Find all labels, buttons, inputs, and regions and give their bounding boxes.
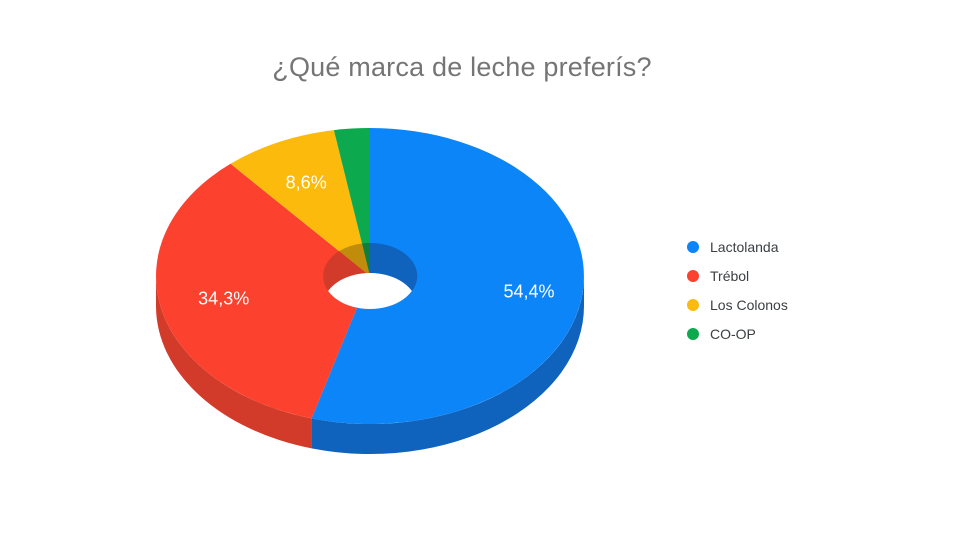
legend-label: Los Colonos (710, 296, 788, 313)
pie-inner-wall-los-colonos (339, 243, 370, 276)
legend-item-los-colonos: Los Colonos (687, 290, 788, 319)
legend-marker (687, 240, 699, 253)
donut-hole (323, 273, 417, 309)
chart-title: ¿Qué marca de leche preferís? (272, 52, 652, 82)
legend-label: Lactolanda (710, 238, 779, 255)
legend-item-lactolanda: Lactolanda (687, 232, 788, 261)
legend-marker (687, 327, 699, 340)
legend-item-co-op: CO-OP (687, 319, 788, 348)
chart-legend: Lactolanda Trébol Los Colonos CO-OP (687, 232, 788, 348)
legend-label: CO-OP (710, 325, 756, 342)
pie-inner-wall-co-op (362, 243, 370, 276)
pie-slice-lactolanda (311, 128, 584, 424)
slice-label-lactolanda: 54,4% (503, 281, 554, 301)
pie-slice-tr-bol (156, 163, 370, 419)
pie-slice-los-colonos (230, 130, 370, 276)
pie-side-tr-bol (155, 276, 312, 449)
legend-item-tr-bol: Trébol (687, 261, 788, 290)
pie-side-lactolanda (311, 276, 584, 455)
slice-label-los-colonos: 8,6% (286, 172, 327, 192)
slice-label-tr-bol: 34,3% (198, 288, 249, 308)
legend-marker (687, 298, 699, 311)
pie-slice-co-op (333, 127, 370, 277)
legend-marker (687, 269, 699, 282)
legend-label: Trébol (710, 267, 750, 284)
